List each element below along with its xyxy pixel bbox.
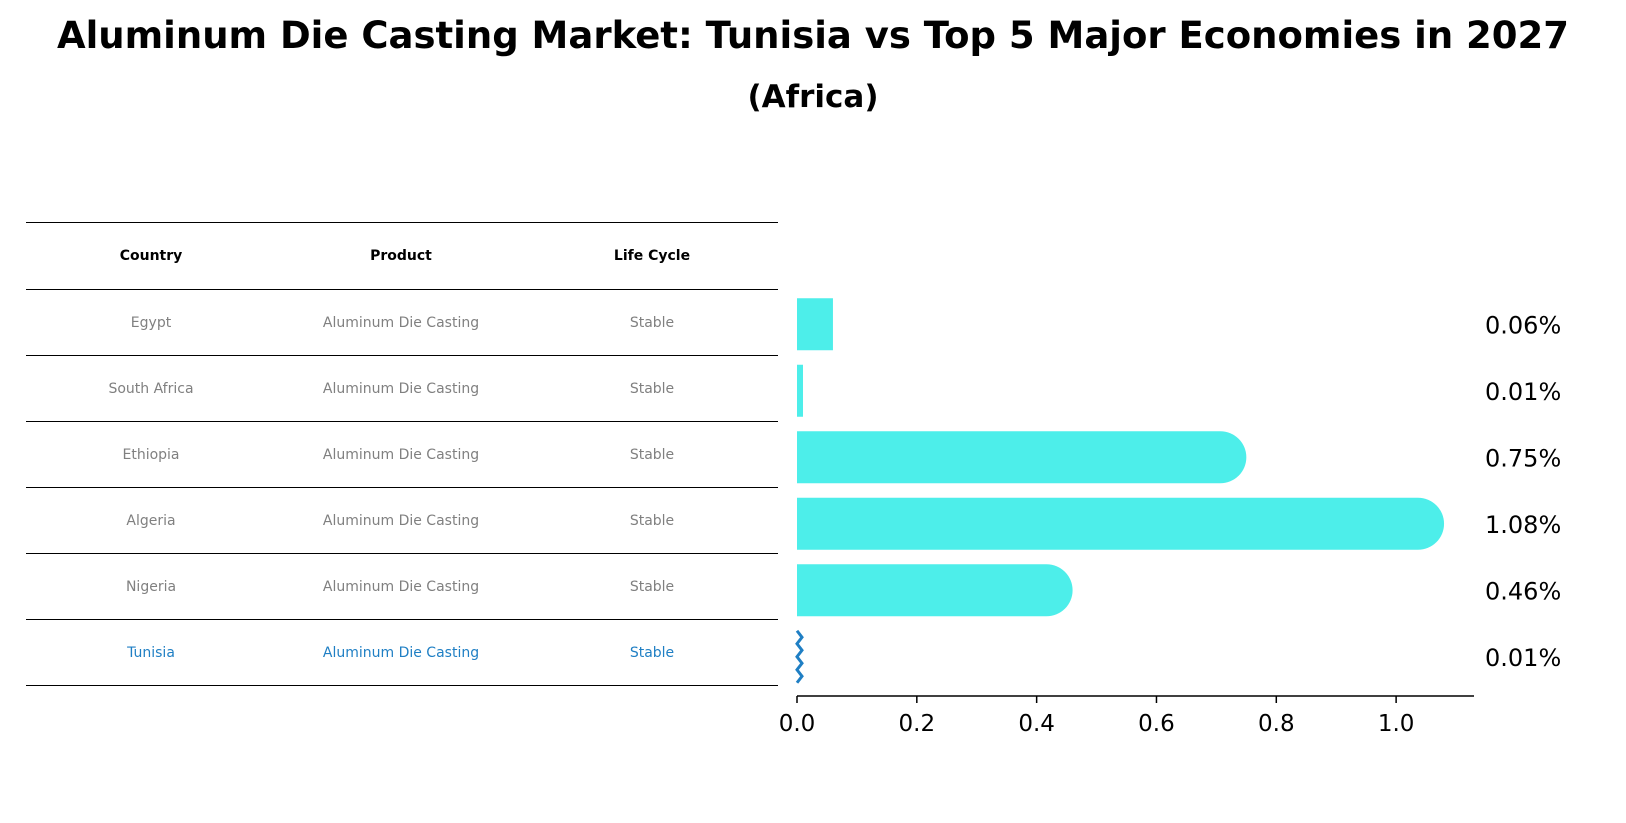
value-label: 0.46% [1485, 577, 1561, 605]
bar-tunisia [795, 629, 804, 684]
table-row: Nigeria Aluminum Die Casting Stable [26, 554, 778, 620]
x-tick-label: 0.6 [1138, 711, 1175, 737]
table-row-highlighted: Tunisia Aluminum Die Casting Stable [26, 620, 778, 686]
cell-country: Tunisia [127, 644, 175, 661]
header-life-cycle: Life Cycle [613, 248, 691, 264]
cell-country: Algeria [126, 512, 176, 529]
chart-title: Aluminum Die Casting Market: Tunisia vs … [56, 14, 1570, 57]
cell-product: Aluminum Die Casting [322, 314, 480, 331]
cell-product: Aluminum Die Casting [322, 512, 480, 529]
bar-marker [795, 629, 804, 684]
chart-subtitle: (Africa) [747, 79, 879, 115]
x-tick-label: 0.8 [1258, 711, 1295, 737]
bar-nigeria [797, 564, 1073, 617]
cell-country: Ethiopia [122, 446, 180, 463]
cell-product: Aluminum Die Casting [322, 380, 480, 397]
cell-country: Egypt [130, 314, 172, 331]
cell-country: South Africa [108, 380, 194, 397]
table-row: South Africa Aluminum Die Casting Stable [26, 356, 778, 422]
table-row: Egypt Aluminum Die Casting Stable [26, 290, 778, 356]
x-tick-label: 0.4 [1018, 711, 1055, 737]
value-label: 0.06% [1485, 311, 1561, 339]
header-product: Product [370, 248, 432, 264]
table-header-row: Country Product Life Cycle [26, 222, 778, 290]
value-label: 0.01% [1485, 644, 1561, 672]
value-label: 0.01% [1485, 378, 1561, 406]
cell-life-cycle: Stable [629, 512, 675, 529]
cell-product: Aluminum Die Casting [322, 578, 480, 595]
table-row: Algeria Aluminum Die Casting Stable [26, 488, 778, 554]
table-row: Ethiopia Aluminum Die Casting Stable [26, 422, 778, 488]
header-country: Country [119, 248, 183, 264]
bar-egypt [797, 298, 833, 351]
bar-ethiopia [797, 431, 1247, 484]
bar-algeria [797, 497, 1445, 550]
cell-life-cycle: Stable [629, 446, 675, 463]
value-label: 1.08% [1485, 511, 1561, 539]
cell-life-cycle: Stable [629, 578, 675, 595]
cell-product: Aluminum Die Casting [322, 446, 480, 463]
cell-product: Aluminum Die Casting [322, 644, 480, 661]
x-tick-label: 0.0 [779, 711, 816, 737]
cell-life-cycle: Stable [629, 314, 675, 331]
x-tick-label: 0.2 [899, 711, 936, 737]
value-label: 0.75% [1485, 444, 1561, 472]
bar-south-africa [797, 364, 803, 417]
cell-life-cycle: Stable [629, 380, 675, 397]
cell-country: Nigeria [125, 578, 177, 595]
x-tick-label: 1.0 [1378, 711, 1415, 737]
market-table: Country Product Life Cycle Egypt Aluminu… [26, 222, 778, 686]
cell-life-cycle: Stable [629, 644, 675, 661]
